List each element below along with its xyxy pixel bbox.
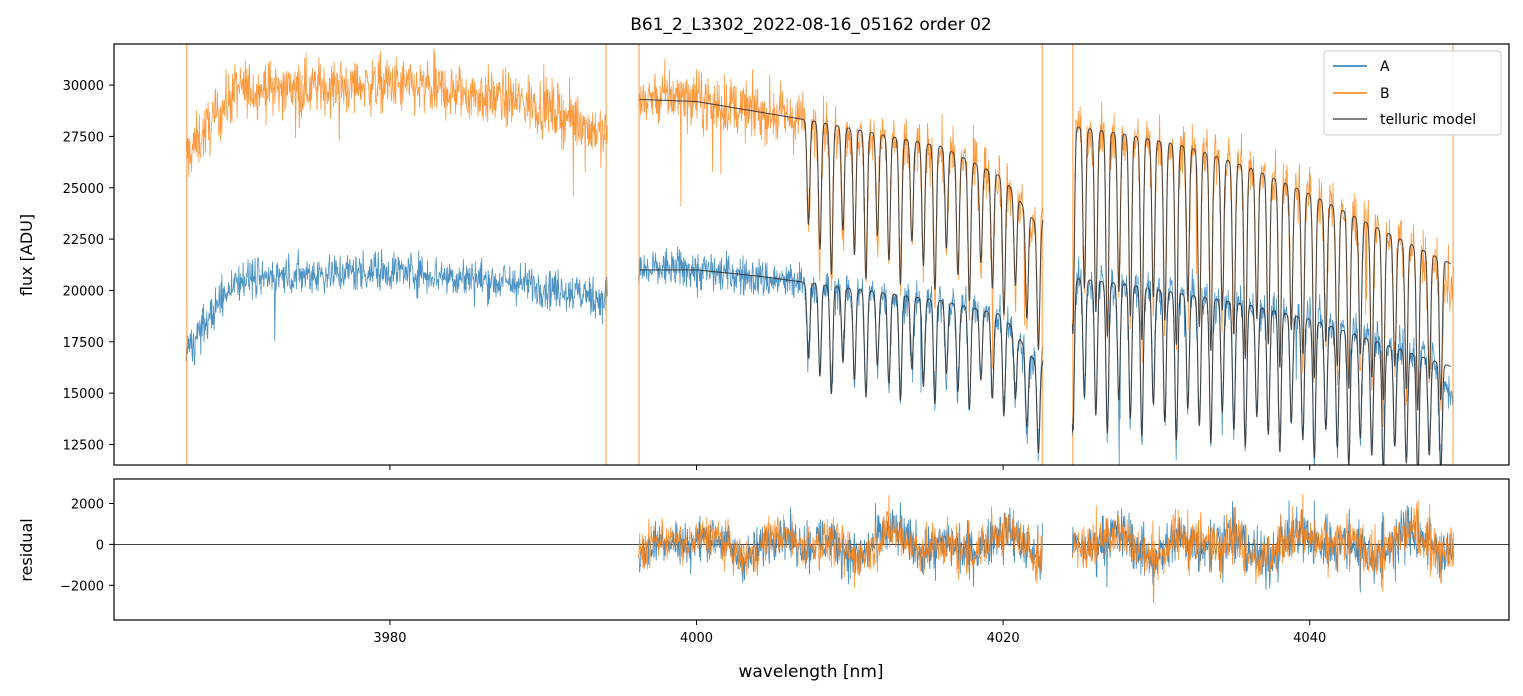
- main-y-tick-label: 30000: [63, 79, 104, 94]
- main-panel: 12500 15000 17500 20000 22500 25000 27500 30000…: [17, 43, 1510, 470]
- main-y-tick-label: 12500: [63, 438, 104, 453]
- residual-panel: −2000 0 2000 3980 4000 4020 4040 residual wav…: [17, 478, 1510, 682]
- legend-label-a: A: [1380, 59, 1390, 75]
- main-y-axis: 12500 15000 17500 20000 22500 25000 27500 30000: [63, 79, 114, 453]
- residual-plot-frame: [113, 478, 1510, 621]
- legend: A B telluric model: [1323, 50, 1502, 136]
- chart-title: B61_2_L3302_2022-08-16_05162 order 02: [630, 15, 992, 35]
- residual-y-axis: −2000 0 2000: [60, 498, 114, 594]
- residual-y-tick-label: 0: [96, 538, 104, 553]
- residual-x-tick-label: 4000: [680, 631, 713, 646]
- telluric-model-line-a: [639, 269, 1451, 465]
- main-plot-area: [185, 44, 1454, 465]
- residual-x-axis: 3980 4000 4020 4040: [373, 620, 1326, 646]
- residual-x-tick-label: 3980: [373, 631, 406, 646]
- legend-box: [1323, 50, 1502, 136]
- residual-plot-area: [114, 493, 1509, 604]
- main-y-tick-label: 15000: [63, 387, 104, 402]
- main-plot-frame: [113, 43, 1510, 466]
- main-y-tick-label: 17500: [63, 336, 104, 351]
- residual-b-line: [638, 493, 1455, 604]
- main-y-tick-label: 27500: [63, 130, 104, 145]
- main-y-tick-label: 22500: [63, 233, 104, 248]
- residual-y-tick-label: 2000: [71, 498, 104, 513]
- main-y-axis-label: flux [ADU]: [17, 214, 36, 296]
- residual-x-tick-label: 4020: [987, 631, 1020, 646]
- legend-label-telluric: telluric model: [1380, 112, 1476, 128]
- x-axis-label: wavelength [nm]: [738, 662, 883, 682]
- legend-label-b: B: [1380, 86, 1390, 102]
- main-y-tick-label: 20000: [63, 284, 104, 299]
- telluric-model-line-b: [639, 98, 1451, 411]
- main-y-tick-label: 25000: [63, 182, 104, 197]
- residual-y-axis-label: residual: [17, 518, 36, 581]
- main-x-axis: [389, 465, 1311, 470]
- residual-x-tick-label: 4040: [1293, 631, 1326, 646]
- residual-y-tick-label: −2000: [60, 579, 104, 594]
